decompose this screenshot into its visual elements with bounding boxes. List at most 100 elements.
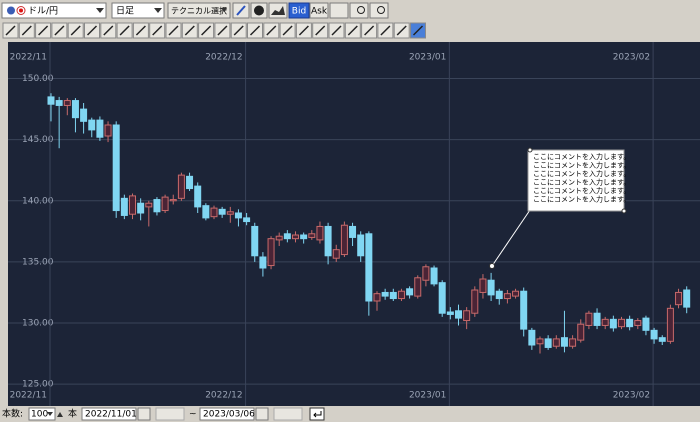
candle-body — [55, 100, 63, 106]
candle-body — [414, 277, 422, 297]
candle-body — [243, 217, 251, 223]
candle-body — [63, 100, 71, 106]
candle-body — [234, 212, 242, 219]
candle-body — [300, 234, 308, 240]
candle-body — [381, 291, 389, 297]
handle — [621, 208, 627, 214]
to-date[interactable] — [199, 407, 255, 421]
technical-label: テクニカル選択 — [171, 6, 227, 16]
enter-icon — [313, 411, 322, 418]
chart-type-button[interactable] — [268, 2, 288, 19]
candle-body — [169, 199, 177, 202]
candle-body — [251, 225, 259, 257]
candle-body — [560, 337, 568, 347]
zoom-out-button[interactable] — [349, 2, 369, 19]
candle-body — [520, 290, 528, 330]
technical-button[interactable] — [167, 2, 231, 19]
candle-body — [626, 318, 634, 328]
candle-body — [80, 108, 88, 122]
dropdown-arrow — [47, 412, 53, 416]
candle-body — [552, 338, 560, 347]
comment-box[interactable] — [527, 149, 625, 212]
candle-body — [495, 290, 503, 300]
timeframe-select[interactable] — [111, 2, 165, 19]
candle-body — [210, 207, 218, 218]
candle-body — [145, 202, 153, 208]
comment-line: ここにコメントを入力します。 — [533, 169, 630, 178]
tool-icon — [282, 25, 293, 36]
candle-body — [609, 318, 617, 329]
candle-body — [618, 318, 625, 328]
comment-pointer — [491, 209, 531, 267]
tool-icon — [412, 25, 424, 36]
candle-body — [536, 338, 544, 345]
candle-body — [650, 329, 658, 340]
candle-body — [104, 124, 112, 137]
info-icon — [254, 5, 264, 16]
candle-body — [120, 197, 128, 216]
spin-up[interactable] — [57, 412, 63, 417]
candle-body — [683, 289, 691, 308]
candle-body — [544, 338, 552, 348]
tool-button[interactable] — [329, 2, 349, 19]
ask-button[interactable] — [309, 2, 329, 19]
bid-button[interactable] — [288, 2, 310, 19]
candle-body — [47, 96, 55, 105]
y-tick-label: 150.00 — [22, 74, 54, 84]
candle-body — [153, 199, 161, 213]
candle-body — [96, 119, 104, 138]
candle-body — [177, 174, 185, 199]
chart-bg — [8, 42, 700, 406]
x-tick-label: 2022/12 — [205, 53, 242, 63]
count-select[interactable] — [28, 407, 56, 421]
candle-body — [226, 211, 234, 215]
candle-body — [324, 225, 332, 257]
pair-select[interactable] — [1, 2, 107, 19]
zoom-icon — [377, 6, 385, 14]
comment-line: ここにコメントを入力します。 — [533, 195, 630, 204]
to-label: 2023/03/06 — [203, 410, 255, 420]
tool-icon — [152, 25, 163, 36]
x-tick-label: 2022/11 — [10, 53, 47, 63]
pair-label: ドル/円 — [28, 6, 58, 17]
count-label: 本数: — [2, 408, 23, 420]
tool-icon — [70, 25, 81, 36]
candle-body — [642, 317, 650, 331]
from-date[interactable] — [81, 407, 137, 421]
tool-icon — [380, 25, 391, 36]
tool-icon — [331, 25, 342, 36]
to-time[interactable] — [273, 407, 303, 421]
candle-body — [365, 233, 373, 302]
candle-body — [479, 278, 487, 293]
candle-body — [528, 329, 536, 346]
tool-icon — [233, 25, 244, 36]
comment-text: ここにコメントを入力します。ここにコメントを入力します。ここにコメントを入力しま… — [533, 152, 630, 204]
candle-body — [512, 290, 520, 297]
tool-icon — [396, 25, 407, 36]
y-tick-label: 140.00 — [22, 196, 54, 206]
candle-body — [577, 323, 585, 341]
candle-body — [292, 234, 299, 240]
pen-icon — [236, 5, 246, 16]
calendar-button[interactable] — [137, 407, 151, 421]
tilde: ~ — [189, 410, 197, 420]
y-tick-label: 125.00 — [22, 380, 54, 390]
candle-body — [569, 338, 577, 347]
from-time[interactable] — [155, 407, 185, 421]
calendar-button[interactable] — [255, 407, 269, 421]
comment-line: ここにコメントを入力します。 — [533, 186, 630, 195]
x-tick-label: 2023/01 — [409, 391, 446, 401]
comment-line: ここにコメントを入力します。 — [533, 161, 630, 170]
candle-body — [357, 234, 365, 257]
zoom-in-button[interactable] — [369, 2, 389, 19]
count-value: 100 — [31, 410, 48, 420]
mountain-icon — [271, 6, 285, 15]
candle-body — [593, 312, 601, 326]
x-tick-label: 2023/02 — [613, 391, 650, 401]
candle-body — [422, 266, 430, 281]
drawing-toolbar — [2, 22, 426, 39]
tool-icon — [249, 25, 261, 36]
apply-button[interactable] — [309, 407, 325, 421]
candle-body — [634, 320, 642, 326]
